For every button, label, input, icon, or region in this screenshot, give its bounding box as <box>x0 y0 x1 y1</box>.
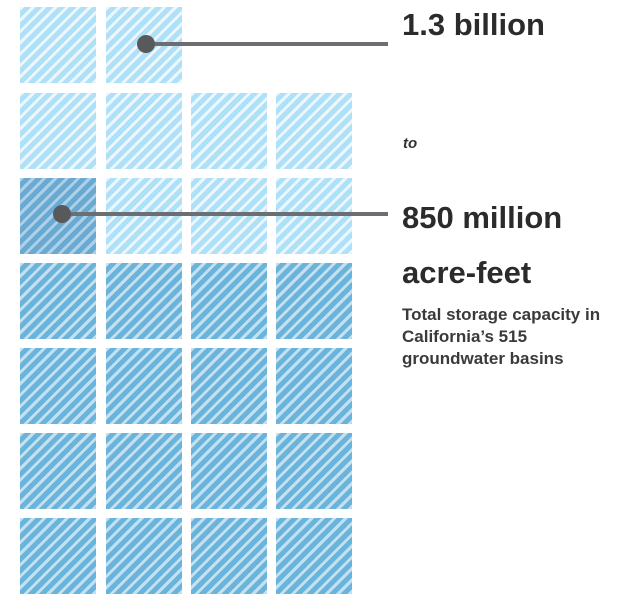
dark-tile <box>20 518 96 594</box>
unit-label: acre-feet <box>402 255 532 290</box>
dark-tile <box>276 518 352 594</box>
dark-tile <box>106 348 182 424</box>
light-tile <box>106 178 182 254</box>
dark-tile <box>106 518 182 594</box>
light-tile <box>20 7 96 83</box>
dark-tile <box>20 433 96 509</box>
light-tile <box>20 93 96 169</box>
dark-tile <box>276 263 352 339</box>
dark-tile <box>276 348 352 424</box>
dark-tile <box>191 263 267 339</box>
dark-tile <box>191 518 267 594</box>
dark-tile <box>20 263 96 339</box>
dark-tile <box>106 263 182 339</box>
dark-tile <box>191 348 267 424</box>
light-tile <box>106 93 182 169</box>
marked-tile <box>20 178 96 254</box>
light-tile <box>191 93 267 169</box>
description-text: Total storage capacity in California’s 5… <box>402 305 601 368</box>
light-tile <box>276 93 352 169</box>
low-estimate-leader-line <box>62 212 388 216</box>
high-estimate-leader-line <box>146 42 388 46</box>
connector-word: to <box>403 135 418 152</box>
dark-tile <box>106 433 182 509</box>
high-estimate-marker-dot <box>137 35 155 53</box>
high-estimate-value: 1.3 billion <box>402 7 545 42</box>
low-estimate-value: 850 million <box>402 200 563 235</box>
dark-tile <box>20 348 96 424</box>
dark-tile <box>191 433 267 509</box>
low-estimate-marker-dot <box>53 205 71 223</box>
light-tile <box>276 178 352 254</box>
dark-tile <box>276 433 352 509</box>
light-tile <box>191 178 267 254</box>
